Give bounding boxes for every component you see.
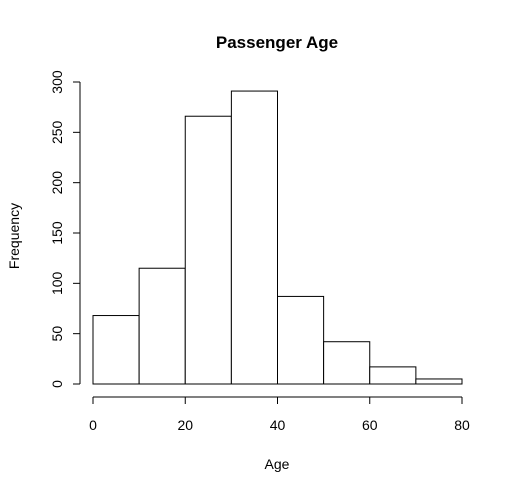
histogram-bar-3: [230, 90, 278, 385]
x-axis: 0 20 40 60 80: [89, 396, 470, 433]
chart-title: Passenger Age: [216, 33, 338, 52]
histogram-bar-2: [184, 115, 232, 385]
bars-group: [92, 90, 463, 385]
histogram-bar-6: [369, 366, 417, 385]
x-tick-label-20: 20: [177, 417, 193, 433]
histogram-bar-7: [415, 378, 463, 385]
y-tick-label-200: 200: [49, 171, 65, 195]
x-tick-label-60: 60: [362, 417, 378, 433]
y-tick-label-100: 100: [49, 271, 65, 295]
y-tick-label-150: 150: [49, 221, 65, 245]
x-tick-label-80: 80: [454, 417, 470, 433]
x-axis-label: Age: [265, 456, 290, 472]
y-axis: 0 50 100 150 200 250 300: [49, 70, 81, 388]
y-tick-label-0: 0: [49, 380, 65, 388]
x-tick-label-0: 0: [89, 417, 97, 433]
y-tick-label-50: 50: [49, 326, 65, 342]
histogram-bar-1: [138, 267, 186, 385]
histogram-bar-5: [323, 341, 371, 385]
histogram-bar-4: [277, 295, 325, 385]
y-axis-label: Frequency: [6, 203, 22, 269]
y-tick-label-300: 300: [49, 70, 65, 94]
histogram-bar-0: [92, 315, 140, 385]
y-tick-label-250: 250: [49, 120, 65, 144]
x-tick-label-40: 40: [270, 417, 286, 433]
